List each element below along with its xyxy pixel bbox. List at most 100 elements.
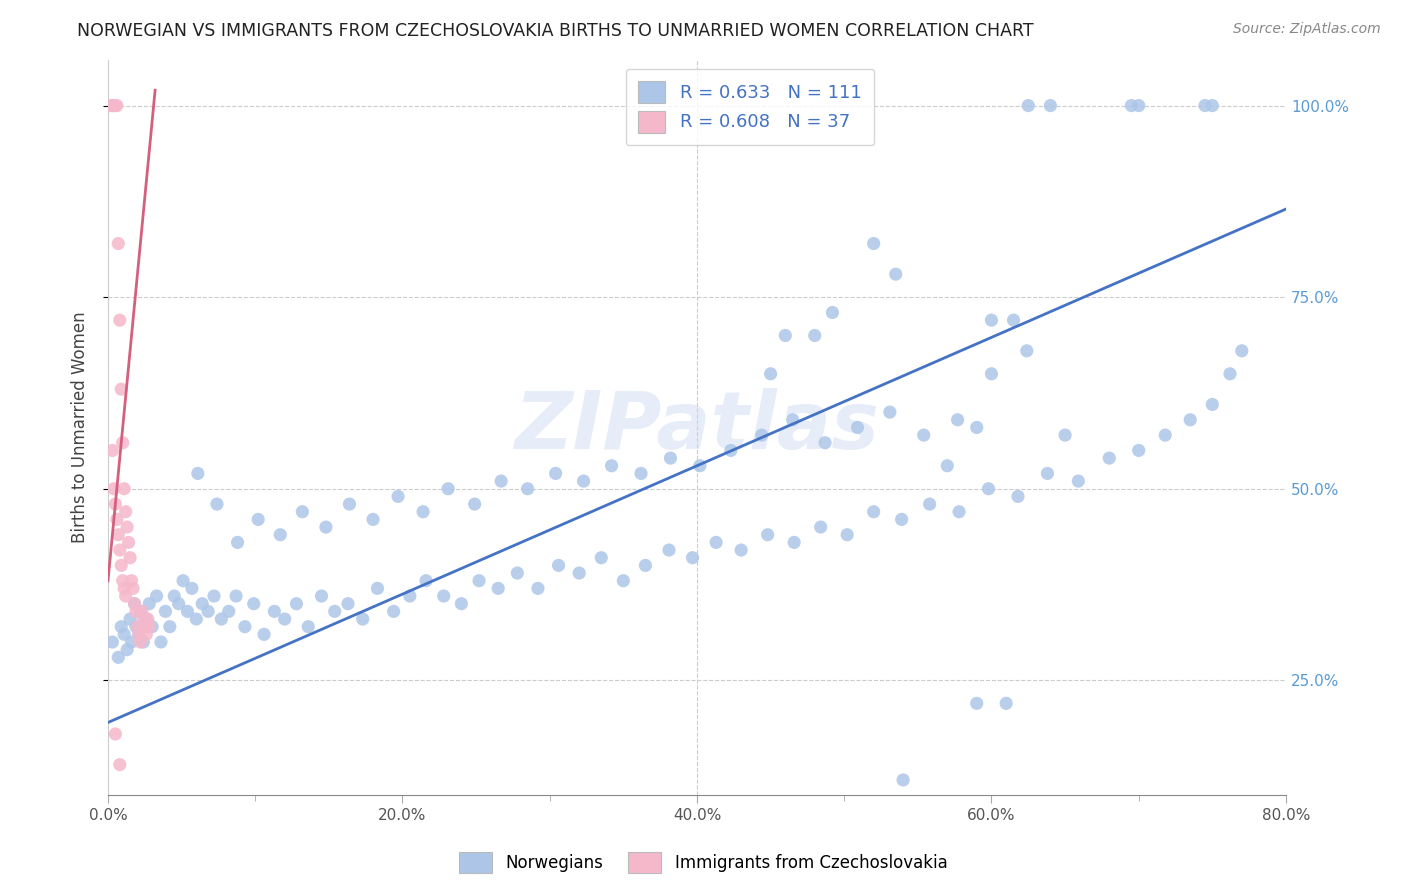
Point: [412, 505, 434, 519]
Point: [187, 467, 209, 481]
Point: [1067, 474, 1090, 488]
Point: [105, 512, 128, 526]
Point: [759, 367, 782, 381]
Point: [134, 620, 156, 634]
Point: [810, 520, 832, 534]
Point: [980, 313, 1002, 327]
Point: [124, 597, 146, 611]
Point: [704, 535, 727, 549]
Point: [150, 635, 173, 649]
Point: [775, 328, 797, 343]
Point: [751, 428, 773, 442]
Point: [112, 582, 135, 596]
Point: [948, 505, 970, 519]
Point: [117, 535, 139, 549]
Point: [114, 589, 136, 603]
Point: [135, 627, 157, 641]
Point: [1201, 397, 1223, 411]
Point: [547, 558, 569, 573]
Point: [946, 413, 969, 427]
Point: [489, 474, 512, 488]
Point: [339, 497, 361, 511]
Point: [138, 597, 160, 611]
Text: NORWEGIAN VS IMMIGRANTS FROM CZECHOSLOVAKIA BIRTHS TO UNMARRIED WOMEN CORRELATIO: NORWEGIAN VS IMMIGRANTS FROM CZECHOSLOVA…: [77, 22, 1033, 40]
Point: [218, 604, 240, 618]
Point: [506, 566, 529, 580]
Point: [226, 535, 249, 549]
Point: [630, 467, 652, 481]
Point: [821, 305, 844, 319]
Point: [450, 597, 472, 611]
Point: [122, 582, 145, 596]
Point: [181, 582, 204, 596]
Point: [242, 597, 264, 611]
Point: [132, 612, 155, 626]
Point: [387, 490, 409, 504]
Point: [337, 597, 360, 611]
Point: [468, 574, 491, 588]
Point: [209, 612, 232, 626]
Point: [141, 620, 163, 634]
Point: [980, 367, 1002, 381]
Point: [197, 604, 219, 618]
Point: [658, 543, 681, 558]
Point: [103, 482, 125, 496]
Point: [110, 382, 132, 396]
Point: [291, 505, 314, 519]
Point: [115, 520, 138, 534]
Point: [107, 236, 129, 251]
Point: [120, 550, 142, 565]
Point: [437, 482, 460, 496]
Point: [1230, 343, 1253, 358]
Point: [311, 589, 333, 603]
Point: [135, 612, 157, 626]
Point: [253, 627, 276, 641]
Point: [128, 627, 150, 641]
Point: [128, 627, 150, 641]
Point: [107, 527, 129, 541]
Point: [516, 482, 538, 496]
Point: [103, 98, 125, 112]
Point: [936, 458, 959, 473]
Point: [202, 589, 225, 603]
Point: [890, 512, 912, 526]
Point: [138, 620, 160, 634]
Point: [1015, 343, 1038, 358]
Point: [891, 772, 914, 787]
Point: [1017, 98, 1039, 112]
Point: [689, 458, 711, 473]
Point: [612, 574, 634, 588]
Point: [1036, 467, 1059, 481]
Point: [297, 620, 319, 634]
Point: [145, 589, 167, 603]
Point: [159, 620, 181, 634]
Point: [544, 467, 567, 481]
Point: [111, 435, 134, 450]
Point: [101, 443, 124, 458]
Text: Source: ZipAtlas.com: Source: ZipAtlas.com: [1233, 22, 1381, 37]
Point: [110, 620, 132, 634]
Point: [486, 582, 509, 596]
Point: [1007, 490, 1029, 504]
Point: [112, 482, 135, 496]
Point: [382, 604, 405, 618]
Point: [756, 527, 779, 541]
Point: [155, 604, 177, 618]
Point: [176, 604, 198, 618]
Point: [846, 420, 869, 434]
Point: [115, 642, 138, 657]
Point: [167, 597, 190, 611]
Point: [110, 558, 132, 573]
Point: [912, 428, 935, 442]
Point: [1121, 98, 1143, 112]
Legend: Norwegians, Immigrants from Czechoslovakia: Norwegians, Immigrants from Czechoslovak…: [451, 846, 955, 880]
Point: [862, 236, 884, 251]
Point: [112, 627, 135, 641]
Point: [966, 420, 988, 434]
Point: [366, 582, 388, 596]
Point: [884, 267, 907, 281]
Point: [837, 527, 859, 541]
Point: [105, 98, 128, 112]
Point: [108, 313, 131, 327]
Point: [121, 635, 143, 649]
